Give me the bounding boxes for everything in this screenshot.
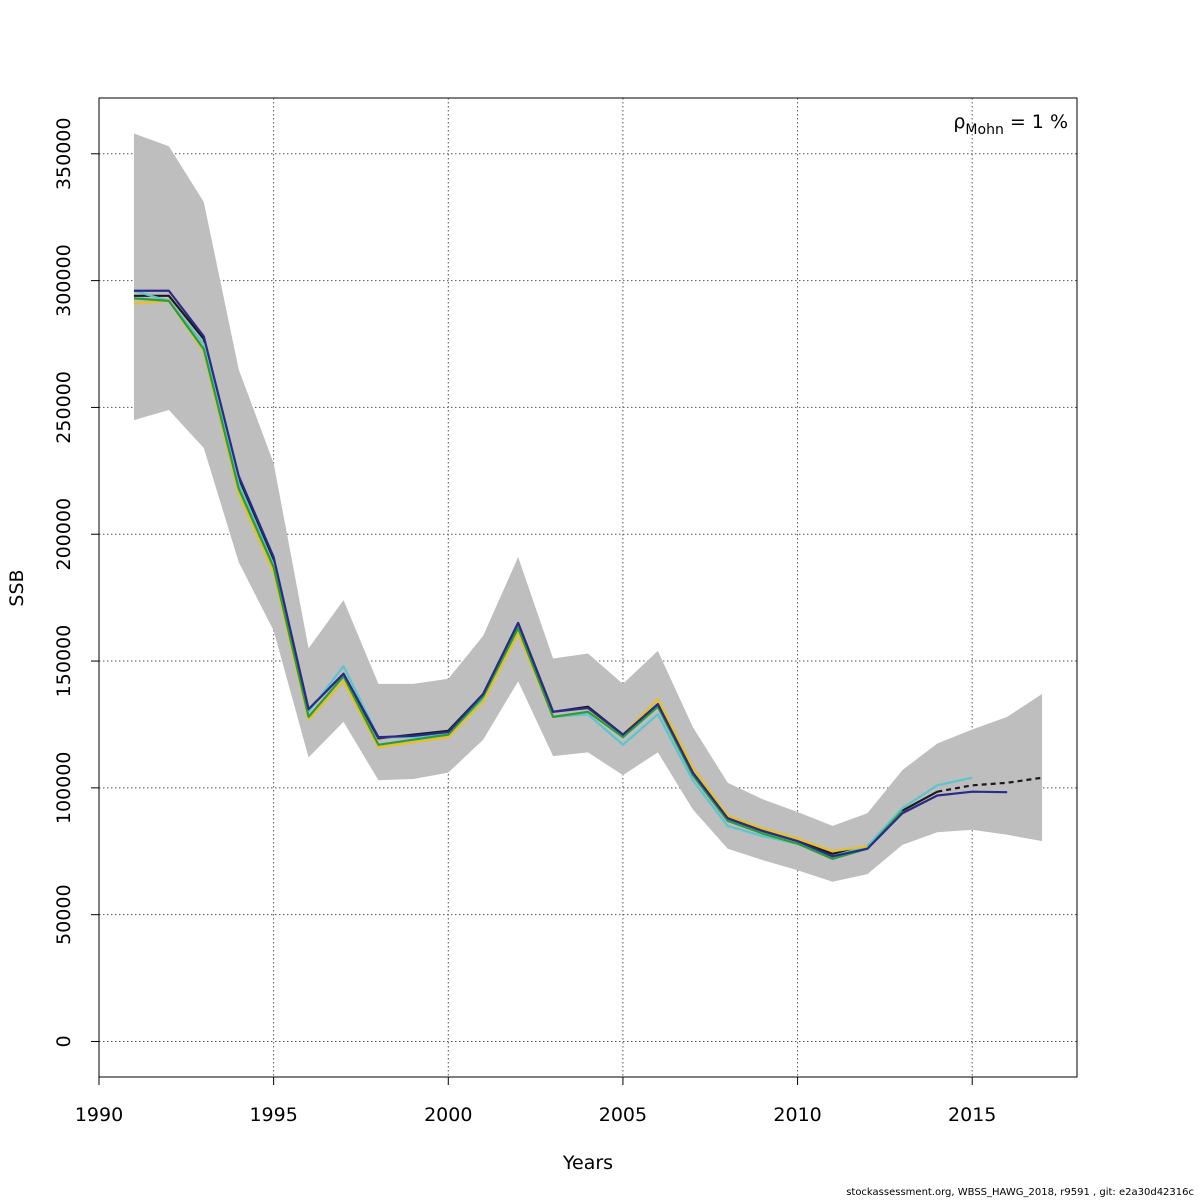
series-lines [133,289,1043,860]
plot-frame [98,97,1078,1078]
x-axis-title: Years [562,1152,613,1174]
y-tick-label: 350000 [53,118,75,191]
y-tick-label: 50000 [53,884,75,944]
y-tick-label: 0 [53,1035,75,1047]
x-tick-label: 2015 [948,1104,996,1126]
x-tick-label: 2000 [424,1104,472,1126]
x-tick-label: 2005 [599,1104,647,1126]
y-tick-label: 100000 [53,752,75,825]
y-axis-title: SSB [6,569,28,606]
confidence-band-area [133,133,1043,882]
series-line-3 [133,299,868,853]
y-tick-label: 200000 [53,498,75,571]
x-tick-label: 2010 [773,1104,821,1126]
y-tick-label: 300000 [53,244,75,317]
series-line-5 [133,289,1008,858]
footer-credit: stockassessment.org, WBSS_HAWG_2018, r95… [846,1187,1194,1198]
series-line-4 [133,297,904,860]
confidence-band [133,133,1043,882]
mohn-rho-annotation: ρMohn = 1 % [953,111,1068,138]
x-tick-label: 1995 [249,1104,297,1126]
y-tick-label: 250000 [53,371,75,444]
grid-lines [98,98,1077,1077]
y-tick-label: 150000 [53,625,75,698]
x-tick-label: 1990 [75,1104,123,1126]
axes: 1990 1995 2000 2005 2010 2015 0 50000 100000 1500… [53,97,1078,1126]
